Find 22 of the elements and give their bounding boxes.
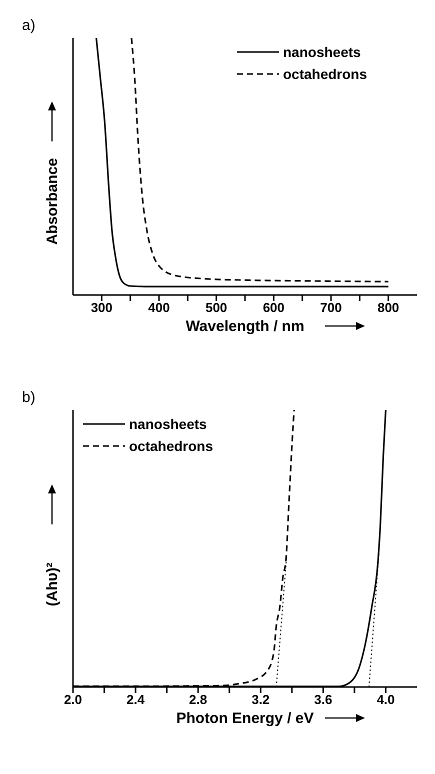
x-tick-label: 500 bbox=[205, 300, 228, 316]
x-tick-label: 800 bbox=[377, 300, 400, 316]
legend-label: octahedrons bbox=[129, 438, 214, 454]
text: 2.0 bbox=[64, 692, 82, 708]
chart-title: a) bbox=[22, 17, 36, 34]
y-axis-title: Absorbance bbox=[44, 158, 61, 245]
x-tick-label: 600 bbox=[262, 300, 285, 316]
legend-label: nanosheets bbox=[283, 44, 362, 60]
x-tick-label: 3.2 bbox=[252, 692, 270, 708]
x-tick-label: 3.6 bbox=[314, 692, 332, 708]
x-tick-label: 700 bbox=[320, 300, 342, 316]
x-tick-label: 2.8 bbox=[189, 692, 208, 708]
legend-label: nanosheets bbox=[129, 416, 208, 432]
y-axis-title: (Ahυ)² bbox=[44, 562, 61, 606]
chart-title: b) bbox=[22, 389, 36, 406]
x-tick-label: 2.4 bbox=[126, 692, 146, 708]
legend-label: octahedrons bbox=[283, 66, 368, 82]
x-axis-title: Photon Energy / eV bbox=[176, 710, 314, 727]
x-tick-label: 300 bbox=[90, 300, 113, 316]
text: 4.0 bbox=[376, 692, 395, 708]
x-tick-label: 400 bbox=[148, 300, 170, 316]
x-axis-title: Wavelength / nm bbox=[186, 318, 304, 335]
